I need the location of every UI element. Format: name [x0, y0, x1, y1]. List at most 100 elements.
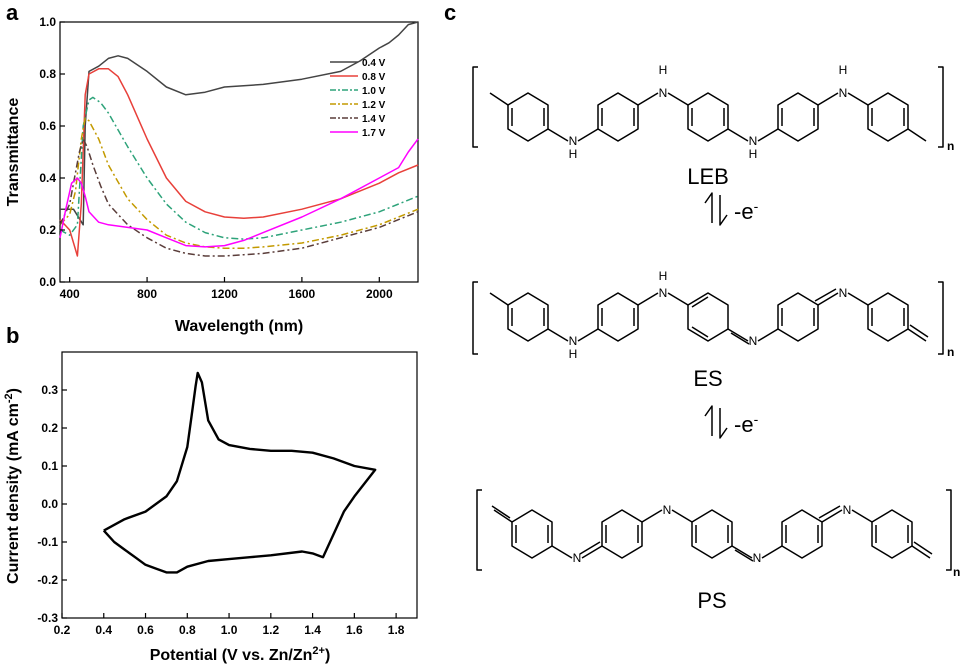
leb-ring-3 [687, 92, 729, 142]
ps-bracket-right [946, 489, 952, 571]
panel-letter-b: b [6, 323, 19, 348]
leb-ring-1 [489, 92, 549, 142]
ps-atom-labels: N N N N n PS [573, 503, 961, 613]
es-atom-n-1: N [569, 334, 578, 348]
x-tick-label-1: 800 [137, 287, 157, 301]
y-tick-label-0: 0.0 [39, 275, 56, 289]
x-tick-label-4: 2000 [366, 287, 393, 301]
panel-letter-c: c [444, 0, 456, 25]
leb-atom-h-2: H [659, 63, 668, 77]
leb-atom-h-1: H [569, 147, 578, 161]
y-tick-label-6: 0.3 [41, 383, 58, 397]
es-ring-3-quinoid [687, 292, 729, 342]
leb-ring-5 [867, 92, 927, 142]
es-repeat-n: n [947, 345, 954, 359]
redox-label-2-main: -e [734, 412, 754, 437]
series-line-5 [59, 138, 419, 248]
leb-repeat-n: n [947, 139, 954, 153]
es-atom-n-3: N [749, 334, 758, 348]
y-tick-label-1: -0.2 [37, 573, 58, 587]
series-line-2 [59, 96, 419, 240]
chart-a-xlabel: Wavelength (nm) [175, 318, 303, 335]
chart-b-xlabel-main: Potential (V vs. Zn/Zn [150, 647, 313, 664]
es-ring-2 [597, 292, 639, 342]
ps-label: PS [697, 588, 726, 613]
y-tick-label-3: 0.0 [41, 497, 58, 511]
leb-atom-n-3: N [749, 134, 758, 148]
chart-a-ylabel: Transmittance [5, 98, 22, 207]
es-bracket-left [472, 281, 478, 355]
ps-atom-n-3: N [753, 551, 762, 565]
ps-ring-2 [601, 509, 643, 559]
ps-atom-n-2: N [663, 503, 672, 517]
x-tick-label-3: 1600 [289, 287, 316, 301]
x-tick-label-0: 400 [60, 287, 80, 301]
series-line-0 [102, 371, 377, 574]
leb-atom-n-1: N [569, 134, 578, 148]
chart-b-ticks: 0.2 0.4 0.6 0.8 1.0 1.2 1.4 1.6 1.8 -0.3 -0.2 -0.1 0… [37, 383, 404, 637]
chart-a-series [59, 21, 419, 257]
series-line-3 [59, 117, 419, 249]
x-tick-label-3: 0.8 [179, 623, 196, 637]
chart-b-ylabel-main: Current density (mA cm [5, 403, 22, 584]
chart-b-xlabel-end: ) [325, 647, 330, 664]
series-line-0 [60, 21, 419, 226]
ps-bracket-left [476, 489, 482, 571]
chart-b-ylabel-sup: -2 [3, 393, 15, 403]
chart-b: 0.2 0.4 0.6 0.8 1.0 1.2 1.4 1.6 1.8 -0.3 -0.2 -0.1 0… [3, 351, 418, 664]
chart-a-ticks: 400 800 1200 1600 2000 0.0 0.2 0.4 0.6 0.8 1.0 [39, 15, 393, 301]
chart-b-frame [61, 351, 418, 619]
es-atom-h-1: H [569, 347, 578, 361]
y-tick-label-5: 0.2 [41, 421, 58, 435]
chart-b-ylabel-end: ) [5, 388, 22, 393]
structure-leb [472, 66, 944, 148]
ps-repeat-n: n [953, 565, 960, 579]
es-ring-4-quinoid [777, 292, 819, 342]
es-atom-labels: H N H N N N n ES [569, 269, 955, 391]
redox-arrow-1 [704, 192, 728, 226]
y-tick-label-1: 0.2 [39, 223, 56, 237]
leb-atom-labels: H N H N H N H N n LEB [569, 63, 955, 189]
ps-atom-n-1: N [573, 551, 582, 565]
legend-label-4: 1.4 V [362, 114, 386, 125]
redox-label-2: -e- [734, 411, 759, 437]
leb-atom-h-4: H [839, 63, 848, 77]
es-label: ES [693, 366, 722, 391]
x-tick-label-2: 0.6 [137, 623, 154, 637]
x-tick-label-5: 1.2 [262, 623, 279, 637]
x-tick-label-2: 1200 [211, 287, 238, 301]
chart-a: 400 800 1200 1600 2000 0.0 0.2 0.4 0.6 0.8 1.0 0.4… [5, 15, 419, 335]
x-tick-label-6: 1.4 [304, 623, 321, 637]
y-tick-label-2: 0.4 [39, 171, 56, 185]
y-tick-label-4: 0.8 [39, 67, 56, 81]
leb-ring-2 [597, 92, 639, 142]
es-atom-n-2: N [659, 286, 668, 300]
es-atom-h-2: H [659, 269, 668, 283]
structure-ps [476, 489, 952, 571]
series-line-4 [59, 138, 419, 257]
es-bracket-right [938, 281, 944, 355]
es-ring-5 [867, 292, 929, 342]
leb-atom-n-2: N [659, 86, 668, 100]
chart-b-xlabel: Potential (V vs. Zn/Zn2+) [150, 645, 331, 664]
y-tick-label-0: -0.3 [37, 611, 58, 625]
es-atom-n-4: N [839, 286, 848, 300]
leb-atom-n-4: N [839, 86, 848, 100]
redox-arrow-2 [704, 405, 728, 439]
legend-label-3: 1.2 V [362, 100, 386, 111]
x-tick-label-0: 0.2 [54, 623, 71, 637]
chart-a-legend: 0.4 V 0.8 V 1.0 V 1.2 V 1.4 V 1.7 V [330, 58, 386, 139]
redox-label-1-sup: - [754, 198, 759, 214]
leb-bracket-right [938, 66, 944, 148]
y-tick-label-5: 1.0 [39, 15, 56, 29]
ps-ring-5 [871, 509, 933, 559]
chart-b-xlabel-sup: 2+ [312, 645, 325, 657]
redox-label-1: -e- [734, 198, 759, 224]
redox-label-2-sup: - [754, 411, 759, 427]
leb-label: LEB [687, 164, 729, 189]
y-tick-label-2: -0.1 [37, 535, 58, 549]
ps-ring-1 [491, 505, 553, 559]
legend-label-0: 0.4 V [362, 58, 386, 69]
ps-ring-4 [781, 509, 823, 559]
